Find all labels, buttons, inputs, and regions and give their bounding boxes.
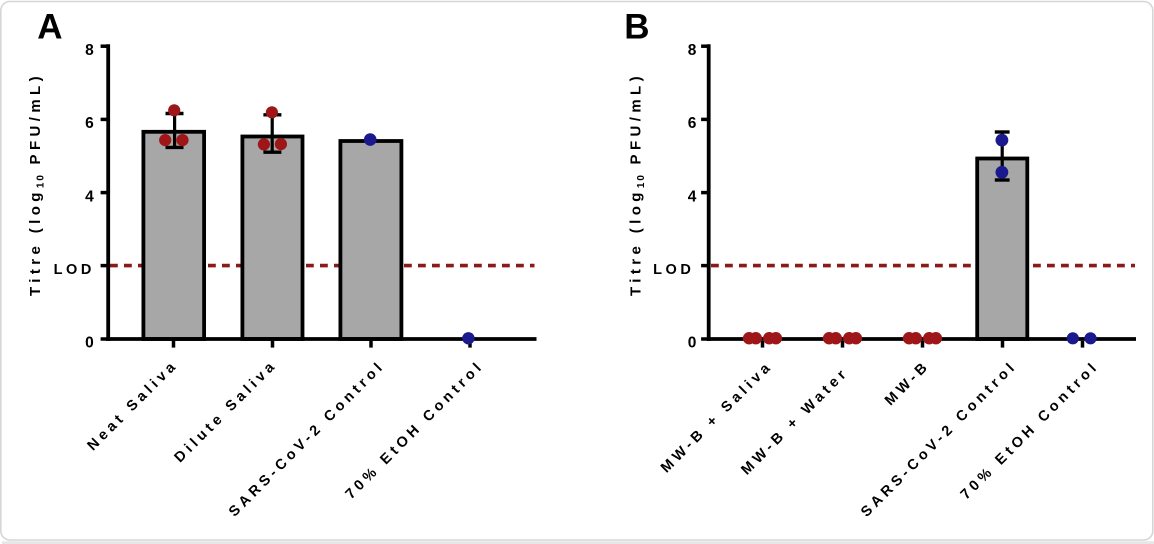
svg-text:0: 0 <box>85 335 94 352</box>
svg-text:0: 0 <box>688 335 697 352</box>
svg-text:Titre (log10 PFU/mL): Titre (log10 PFU/mL) <box>27 72 47 296</box>
svg-text:LOD: LOD <box>653 262 694 278</box>
svg-text:B: B <box>624 8 649 47</box>
svg-text:8: 8 <box>688 42 697 59</box>
svg-text:4: 4 <box>688 188 697 205</box>
svg-text:6: 6 <box>85 115 94 132</box>
svg-text:Titre (log10 PFU/mL): Titre (log10 PFU/mL) <box>628 72 648 296</box>
svg-text:6: 6 <box>688 115 697 132</box>
svg-text:A: A <box>37 8 62 47</box>
svg-text:LOD: LOD <box>54 262 95 278</box>
svg-text:8: 8 <box>85 42 94 59</box>
svg-text:4: 4 <box>85 188 94 205</box>
